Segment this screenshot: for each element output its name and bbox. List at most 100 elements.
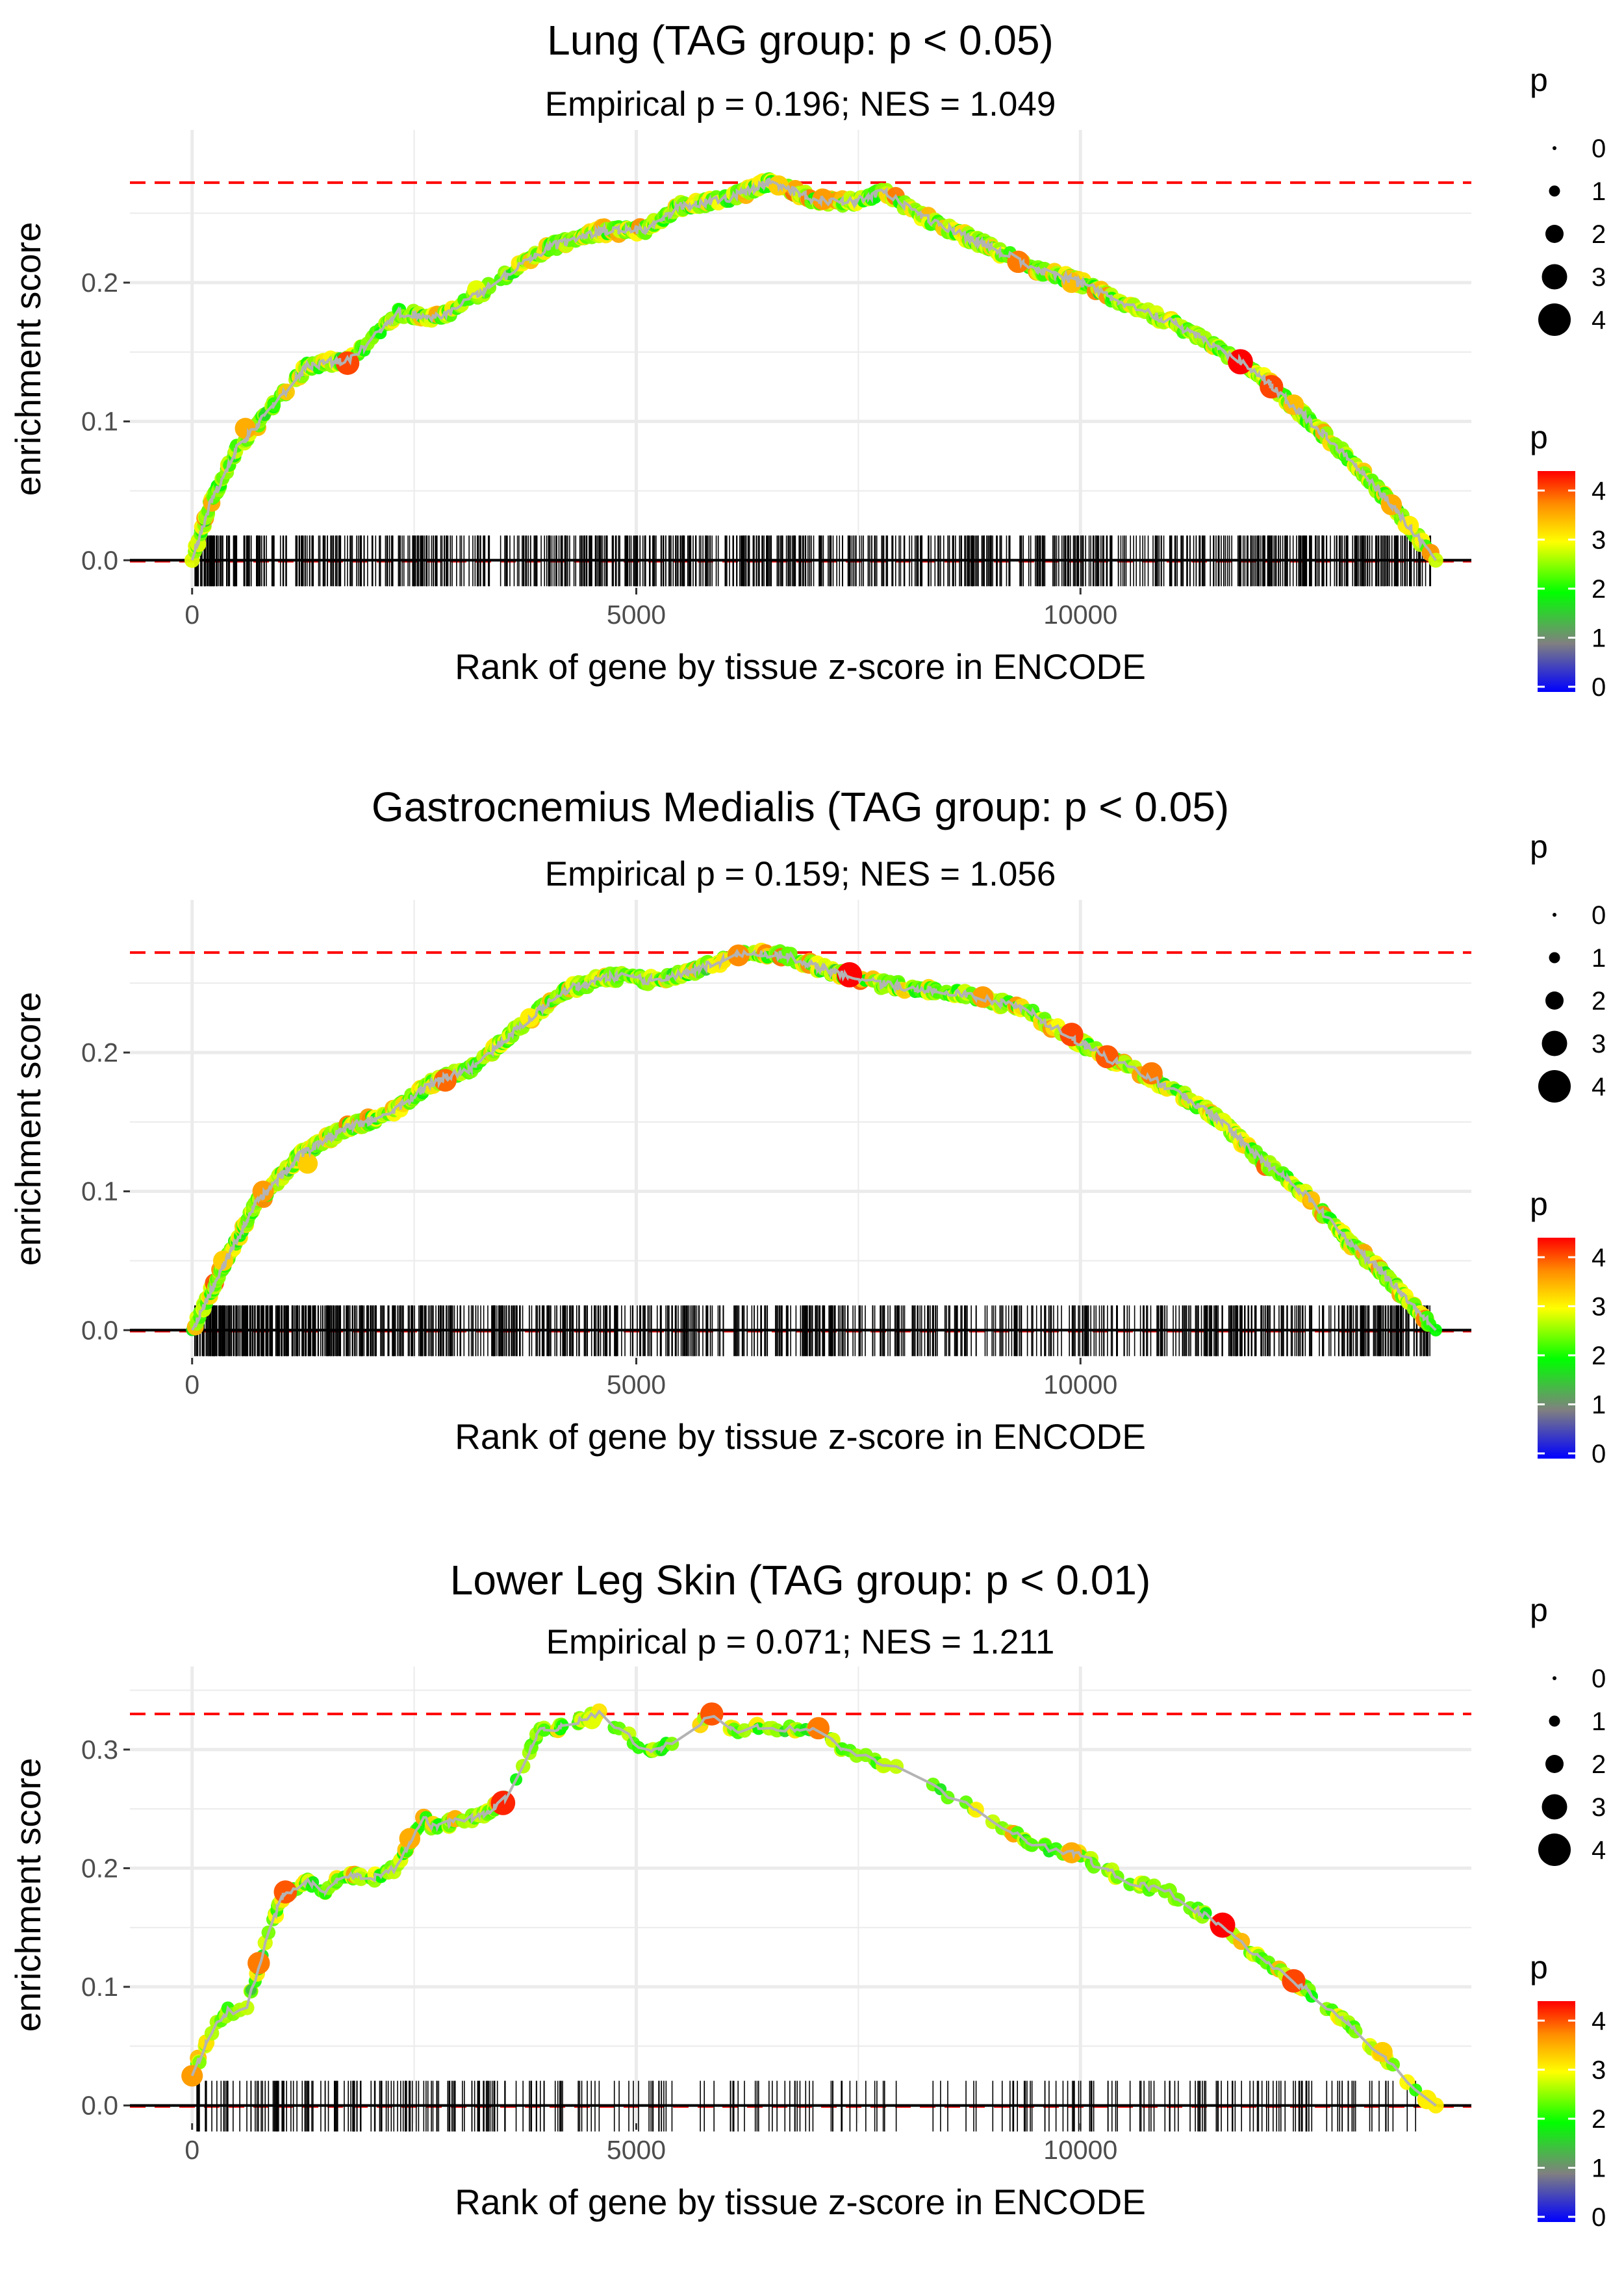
legend-color-label: 2	[1592, 1342, 1606, 1370]
y-tick-label: 0.2	[81, 1853, 118, 1883]
legend-size-label: 2	[1592, 220, 1606, 249]
x-axis-title: Rank of gene by tissue z-score in ENCODE	[455, 1416, 1146, 1457]
legend-size-label: 2	[1592, 1750, 1606, 1779]
legend-color-bar	[1538, 2001, 1575, 2222]
legend-color-bar	[1538, 471, 1575, 692]
score-point-highlight	[1007, 250, 1030, 274]
legend-size-label: 1	[1592, 944, 1606, 973]
chart-subtitle: Empirical p = 0.159; NES = 1.056	[545, 855, 1056, 893]
y-axis-title: enrichment score	[8, 1758, 48, 2032]
legend-color-title: p	[1530, 419, 1548, 455]
legend-size-dot	[1553, 1676, 1556, 1680]
legend-size-dot	[1542, 1030, 1567, 1056]
score-point-highlight	[273, 1880, 298, 1904]
y-tick-label: 0.1	[81, 407, 118, 437]
chart-panel: Lung (TAG group: p < 0.05) Empirical p = …	[8, 17, 1606, 702]
y-axis-title: enrichment score	[8, 992, 48, 1266]
legend-size-label: 4	[1592, 1836, 1606, 1865]
legend-color-label: 0	[1592, 1440, 1606, 1468]
legend-color-label: 1	[1592, 1391, 1606, 1420]
chart-panel: Gastrocnemius Medialis (TAG group: p < 0…	[8, 784, 1606, 1468]
legend-size-label: 0	[1592, 901, 1606, 930]
legend-size-label: 3	[1592, 263, 1606, 292]
x-axis-title: Rank of gene by tissue z-score in ENCODE	[455, 2182, 1146, 2222]
legend-size-dot	[1542, 1794, 1567, 1820]
legend-size-title: p	[1530, 62, 1548, 98]
legend-size-label: 3	[1592, 1030, 1606, 1058]
y-tick-label: 0.3	[81, 1735, 118, 1765]
y-tick-label: 0.1	[81, 1972, 118, 2002]
legend-color-title: p	[1530, 1949, 1548, 1986]
legend-color: p 4 3 2 1 0	[1530, 419, 1606, 702]
score-curve	[190, 177, 1437, 561]
legend-color-label: 0	[1592, 673, 1606, 702]
y-axis-title: enrichment score	[8, 222, 48, 496]
score-line	[190, 177, 1437, 561]
score-point-highlight	[1095, 1045, 1119, 1069]
legend-size-dot	[1553, 913, 1556, 917]
legend-size-label: 2	[1592, 987, 1606, 1016]
legend-size-dot	[1538, 303, 1571, 336]
axes: 0 5000 10000 0.0 0.1 0.2	[81, 268, 1117, 630]
legend-color-label: 3	[1592, 1293, 1606, 1322]
legend-color-label: 1	[1592, 624, 1606, 653]
legend-size-dot	[1553, 146, 1556, 150]
legend-size-label: 3	[1592, 1793, 1606, 1822]
legend-size-title: p	[1530, 828, 1548, 865]
chart-title: Lung (TAG group: p < 0.05)	[547, 17, 1054, 64]
x-tick-label: 0	[184, 1370, 199, 1399]
x-tick-label: 10000	[1043, 600, 1117, 630]
x-tick-label: 5000	[607, 1370, 666, 1399]
legend-color-label: 2	[1592, 2105, 1606, 2134]
score-point-highlight	[297, 1153, 318, 1174]
legend-size-dot	[1545, 225, 1564, 243]
x-tick-label: 0	[184, 600, 199, 630]
y-tick-label: 0.0	[81, 1315, 118, 1345]
legend-size-dot	[1549, 185, 1560, 197]
chart-title: Gastrocnemius Medialis (TAG group: p < 0…	[372, 784, 1229, 830]
x-tick-label: 10000	[1043, 1370, 1117, 1399]
legend-color-label: 4	[1592, 2007, 1606, 2036]
y-tick-label: 0.2	[81, 268, 118, 298]
legend-size-dot	[1549, 952, 1560, 964]
legend-size-dot	[1542, 264, 1567, 290]
x-tick-label: 0	[184, 2135, 199, 2165]
x-tick-label: 5000	[607, 600, 666, 630]
y-tick-label: 0.0	[81, 2091, 118, 2121]
chart-subtitle: Empirical p = 0.071; NES = 1.211	[546, 1623, 1055, 1661]
legend-size-dot	[1538, 1833, 1571, 1866]
legend-color-label: 3	[1592, 2056, 1606, 2085]
legend-size: p 0 1 2 3 4	[1530, 62, 1606, 336]
legend-size-label: 1	[1592, 1707, 1606, 1736]
y-tick-label: 0.1	[81, 1177, 118, 1207]
legend-size-dot	[1545, 1755, 1564, 1773]
legend-color-label: 4	[1592, 477, 1606, 505]
legend-color-label: 2	[1592, 575, 1606, 604]
legend-size-label: 1	[1592, 177, 1606, 206]
x-tick-label: 5000	[607, 2135, 666, 2165]
legend-size-dot	[1545, 991, 1564, 1010]
legend-color-label: 4	[1592, 1244, 1606, 1272]
y-tick-label: 0.2	[81, 1038, 118, 1067]
legend-size-dot	[1549, 1715, 1560, 1727]
x-tick-label: 10000	[1043, 2135, 1117, 2165]
chart-subtitle: Empirical p = 0.196; NES = 1.049	[545, 85, 1056, 123]
legend-size-label: 0	[1592, 1665, 1606, 1693]
score-point-highlight	[490, 1791, 516, 1815]
x-axis-title: Rank of gene by tissue z-score in ENCODE	[455, 646, 1146, 687]
legend-color-label: 1	[1592, 2154, 1606, 2183]
legend-size-label: 4	[1592, 1073, 1606, 1101]
legend-color-bar	[1538, 1238, 1575, 1459]
legend-size-dot	[1538, 1070, 1571, 1103]
legend-size-label: 4	[1592, 306, 1606, 335]
legend-color-label: 3	[1592, 526, 1606, 555]
y-tick-label: 0.0	[81, 545, 118, 575]
legend-size-label: 0	[1592, 134, 1606, 163]
score-point-highlight	[335, 351, 360, 376]
legend-color-title: p	[1530, 1186, 1548, 1222]
legend-size-title: p	[1530, 1592, 1548, 1628]
legend-color-label: 0	[1592, 2203, 1606, 2232]
chart-title: Lower Leg Skin (TAG group: p < 0.01)	[450, 1557, 1151, 1603]
